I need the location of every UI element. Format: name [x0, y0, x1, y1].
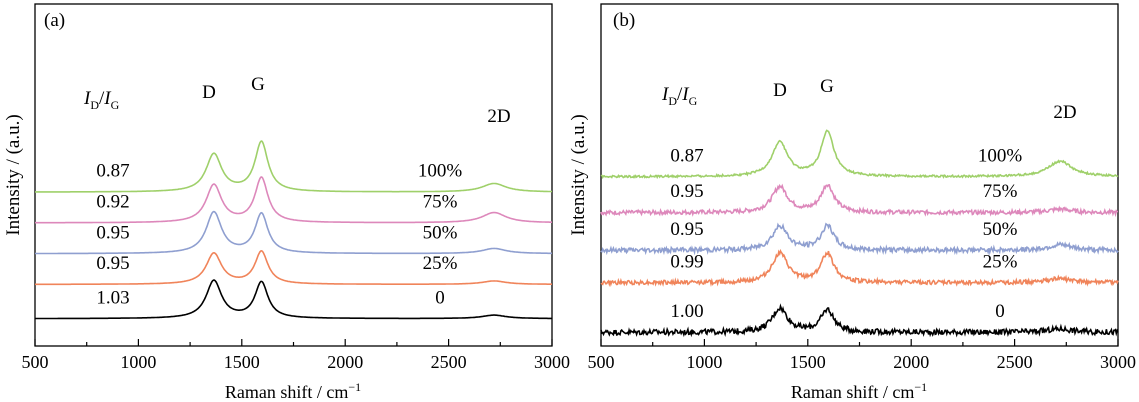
y-axis-label-a: Intensity / (a.u.) — [3, 114, 24, 235]
series-line-4 — [600, 129, 1119, 180]
series-line-2 — [35, 210, 552, 255]
x-tick-label-2500: 2500 — [997, 352, 1033, 372]
x-tick-label-2000: 2000 — [893, 352, 929, 372]
ratio-label-3: 0.95 — [670, 181, 703, 202]
x-axis-label-b: Raman shift / cm−1 — [791, 380, 927, 402]
series-line-3 — [35, 176, 552, 224]
series-name-label-4: 100% — [418, 161, 463, 182]
x-axis-ticks-a: 500 1000 1500 2000 2500 3000 — [22, 339, 570, 372]
ratio-label-1: 0.95 — [96, 253, 129, 274]
ratio-label-1: 0.99 — [670, 251, 703, 272]
ratio-label-0: 1.00 — [670, 301, 703, 322]
series-name-label-2: 50% — [423, 222, 458, 243]
panel-label-a: (a) — [44, 10, 65, 31]
ratio-label-2: 0.95 — [670, 219, 703, 240]
series-name-label-0: 0 — [995, 301, 1005, 322]
peak-label-2d-b: 2D — [1053, 102, 1076, 123]
series-line-4 — [35, 140, 552, 193]
x-tick-label-1500: 1500 — [224, 352, 260, 372]
x-tick-label-1000: 1000 — [686, 352, 722, 372]
x-tick-label-3000: 3000 — [1100, 352, 1136, 372]
series-line-0 — [35, 279, 552, 320]
series-name-label-3: 75% — [983, 181, 1018, 202]
x-axis-label-a: Raman shift / cm−1 — [225, 380, 361, 402]
ratio-label-3: 0.92 — [96, 191, 129, 212]
panel-a: (a) Intensity / (a.u.) Raman shift / cm−… — [3, 3, 570, 402]
peak-label-g-b: G — [820, 76, 834, 97]
peak-label-g-a: G — [251, 74, 265, 95]
peak-label-d-b: D — [773, 80, 787, 101]
x-tick-label-500: 500 — [588, 352, 615, 372]
ratio-label-4: 0.87 — [670, 145, 703, 166]
ratio-label-0: 1.03 — [96, 287, 129, 308]
series-name-label-1: 25% — [423, 253, 458, 274]
x-tick-label-500: 500 — [22, 352, 49, 372]
x-tick-label-1000: 1000 — [120, 352, 156, 372]
x-tick-label-2000: 2000 — [327, 352, 363, 372]
plot-frame-b — [600, 3, 1119, 347]
ratio-label-2: 0.95 — [96, 222, 129, 243]
series-group-b: 1.00 0 0.99 25% 0.95 50% 0.95 75% 0.87 100% — [600, 129, 1119, 338]
series-line-3 — [600, 183, 1119, 218]
series-line-1 — [600, 248, 1119, 288]
series-name-label-2: 50% — [983, 219, 1018, 240]
peak-label-d-a: D — [202, 82, 216, 103]
ratio-label-4: 0.87 — [96, 161, 129, 182]
series-line-2 — [600, 222, 1119, 256]
series-line-1 — [35, 249, 552, 286]
peak-label-2d-a: 2D — [487, 106, 510, 127]
series-group-a: 1.03 0 0.95 25% 0.95 50% 0.92 75% 0.87 100% — [35, 140, 552, 320]
x-axis-ticks-b: 500 1000 1500 2000 2500 3000 — [588, 339, 1136, 372]
y-axis-label-b: Intensity / (a.u.) — [568, 114, 589, 235]
panel-b: (b) Intensity / (a.u.) Raman shift / cm−… — [568, 3, 1136, 402]
series-name-label-4: 100% — [978, 145, 1023, 166]
ratio-header-a: ID/IG — [83, 88, 120, 112]
series-line-0 — [600, 303, 1119, 338]
x-tick-label-2500: 2500 — [431, 352, 467, 372]
series-name-label-0: 0 — [435, 287, 445, 308]
series-name-label-1: 25% — [983, 251, 1018, 272]
panel-label-b: (b) — [613, 10, 635, 31]
x-tick-label-1500: 1500 — [790, 352, 826, 372]
series-name-label-3: 75% — [423, 191, 458, 212]
x-tick-label-3000: 3000 — [534, 352, 570, 372]
ratio-header-b: ID/IG — [661, 84, 698, 108]
